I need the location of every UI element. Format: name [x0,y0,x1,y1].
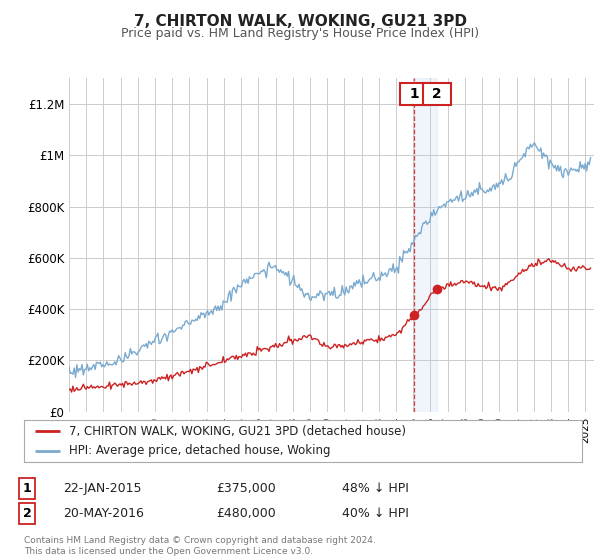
Text: 22-JAN-2015: 22-JAN-2015 [63,482,142,496]
Text: 1: 1 [23,482,31,496]
Bar [414,78,437,412]
Text: 48% ↓ HPI: 48% ↓ HPI [342,482,409,496]
Text: Price paid vs. HM Land Registry's House Price Index (HPI): Price paid vs. HM Land Registry's House … [121,27,479,40]
Text: 2: 2 [23,507,31,520]
Text: HPI: Average price, detached house, Woking: HPI: Average price, detached house, Woki… [68,444,330,457]
Text: 20-MAY-2016: 20-MAY-2016 [63,507,144,520]
Text: 40% ↓ HPI: 40% ↓ HPI [342,507,409,520]
Text: 2: 2 [427,87,447,101]
Text: 7, CHIRTON WALK, WOKING, GU21 3PD (detached house): 7, CHIRTON WALK, WOKING, GU21 3PD (detac… [68,425,406,438]
Text: Contains HM Land Registry data © Crown copyright and database right 2024.
This d: Contains HM Land Registry data © Crown c… [24,536,376,556]
Text: 1: 1 [404,87,424,101]
Text: 7, CHIRTON WALK, WOKING, GU21 3PD: 7, CHIRTON WALK, WOKING, GU21 3PD [133,14,467,29]
Text: £375,000: £375,000 [216,482,276,496]
Text: £480,000: £480,000 [216,507,276,520]
